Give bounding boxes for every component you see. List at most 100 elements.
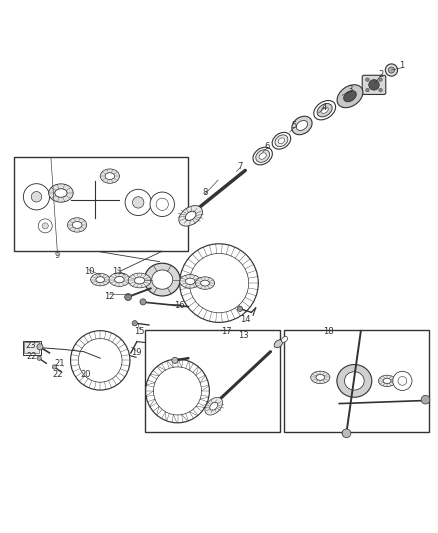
Ellipse shape	[259, 153, 266, 159]
FancyBboxPatch shape	[362, 75, 386, 94]
Ellipse shape	[297, 120, 307, 131]
Text: 14: 14	[240, 315, 251, 324]
Ellipse shape	[152, 270, 173, 289]
Circle shape	[189, 253, 249, 313]
Text: 20: 20	[81, 370, 91, 379]
Ellipse shape	[383, 378, 391, 384]
Text: 2: 2	[378, 70, 383, 79]
Circle shape	[150, 192, 174, 216]
Ellipse shape	[337, 365, 372, 397]
Text: 1: 1	[399, 61, 404, 70]
Circle shape	[342, 430, 349, 437]
Ellipse shape	[378, 375, 396, 386]
Circle shape	[78, 338, 122, 382]
Text: 6: 6	[265, 142, 270, 151]
Ellipse shape	[210, 402, 218, 410]
Circle shape	[172, 357, 178, 364]
Text: 18: 18	[323, 327, 333, 336]
Circle shape	[156, 198, 168, 211]
Circle shape	[31, 191, 42, 202]
Ellipse shape	[278, 138, 285, 144]
Text: 5: 5	[291, 122, 297, 131]
Circle shape	[389, 67, 395, 73]
Text: 3: 3	[347, 85, 353, 94]
Text: 15: 15	[134, 327, 145, 336]
Ellipse shape	[316, 375, 325, 380]
Bar	[285, 330, 428, 432]
Ellipse shape	[311, 371, 330, 384]
Ellipse shape	[337, 85, 363, 108]
Ellipse shape	[274, 340, 283, 348]
Ellipse shape	[105, 173, 115, 180]
Ellipse shape	[317, 103, 332, 117]
Ellipse shape	[281, 336, 288, 342]
Bar	[24, 343, 39, 353]
Circle shape	[180, 244, 258, 322]
Circle shape	[398, 376, 407, 385]
Ellipse shape	[195, 277, 215, 289]
Circle shape	[421, 395, 430, 404]
Ellipse shape	[179, 206, 202, 226]
Circle shape	[237, 306, 243, 311]
Ellipse shape	[67, 218, 87, 232]
Circle shape	[385, 64, 398, 76]
Circle shape	[366, 78, 369, 82]
Ellipse shape	[134, 277, 145, 284]
Text: 17: 17	[222, 327, 232, 336]
Text: 23: 23	[25, 342, 35, 351]
Circle shape	[132, 321, 138, 326]
Ellipse shape	[91, 273, 110, 286]
Ellipse shape	[314, 101, 336, 120]
Ellipse shape	[256, 150, 269, 163]
Ellipse shape	[344, 91, 357, 102]
Ellipse shape	[49, 184, 73, 202]
Text: 10: 10	[84, 267, 94, 276]
Circle shape	[140, 299, 146, 305]
Ellipse shape	[109, 273, 130, 286]
Circle shape	[37, 356, 41, 360]
Circle shape	[23, 184, 49, 210]
Circle shape	[146, 359, 209, 423]
Bar	[145, 330, 280, 432]
Circle shape	[42, 223, 48, 229]
Circle shape	[342, 429, 351, 438]
Circle shape	[366, 88, 369, 92]
Circle shape	[369, 79, 379, 90]
Text: 11: 11	[113, 267, 123, 276]
Ellipse shape	[275, 135, 288, 147]
Ellipse shape	[145, 263, 180, 296]
Circle shape	[38, 219, 52, 233]
Ellipse shape	[272, 132, 291, 149]
Ellipse shape	[345, 372, 364, 390]
Circle shape	[379, 78, 382, 82]
Circle shape	[125, 189, 151, 215]
Text: 16: 16	[174, 301, 185, 310]
Text: 22: 22	[52, 370, 63, 379]
Text: 19: 19	[131, 349, 141, 358]
Ellipse shape	[100, 169, 120, 183]
Text: 7: 7	[237, 161, 243, 171]
Text: 13: 13	[238, 331, 248, 340]
Ellipse shape	[185, 278, 195, 285]
Text: 9: 9	[55, 251, 60, 260]
Circle shape	[379, 88, 382, 92]
Text: 21: 21	[54, 359, 65, 368]
Text: 8: 8	[202, 188, 208, 197]
Ellipse shape	[180, 274, 201, 288]
Ellipse shape	[115, 277, 124, 282]
Circle shape	[125, 294, 132, 301]
Ellipse shape	[72, 222, 82, 228]
Ellipse shape	[55, 189, 67, 197]
Bar	[14, 157, 188, 251]
Ellipse shape	[292, 116, 312, 135]
Circle shape	[37, 344, 43, 350]
Ellipse shape	[185, 211, 196, 221]
Ellipse shape	[201, 280, 209, 286]
Text: 22: 22	[27, 351, 37, 360]
Circle shape	[393, 372, 412, 391]
Bar	[22, 341, 41, 354]
Ellipse shape	[96, 277, 105, 282]
Circle shape	[153, 367, 201, 415]
Ellipse shape	[321, 107, 328, 114]
Ellipse shape	[253, 147, 272, 165]
